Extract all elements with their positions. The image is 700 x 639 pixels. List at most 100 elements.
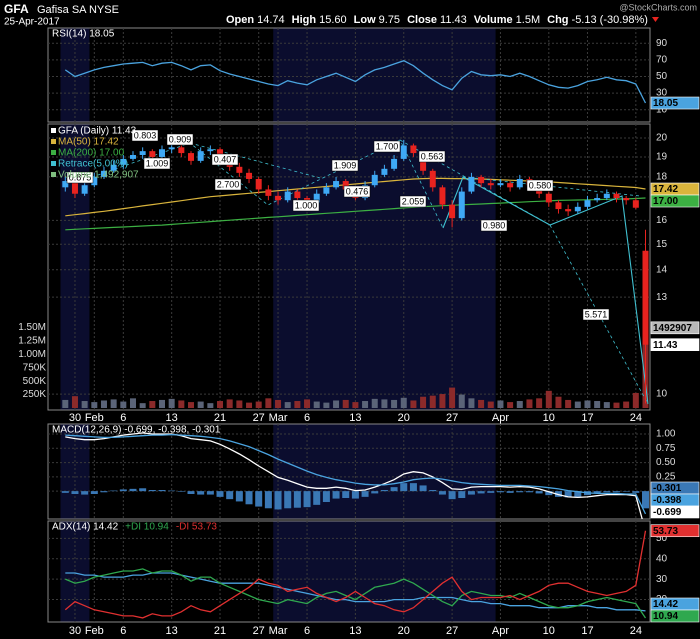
x-tick-label: 6 xyxy=(304,412,310,424)
histogram-bar xyxy=(206,491,214,495)
x-tick-label: 10 xyxy=(543,625,555,637)
x-tick-label: 10 xyxy=(543,412,555,424)
volume-bar xyxy=(420,396,427,408)
histogram-bar xyxy=(332,491,340,499)
value-tag-label: 14.42 xyxy=(653,599,678,610)
quote-value: 1.5M xyxy=(516,14,540,26)
candle-body xyxy=(391,158,398,169)
y-tick-label: 30 xyxy=(656,88,668,99)
volume-bar xyxy=(410,400,417,408)
symbol: GFA xyxy=(4,2,29,16)
histogram-bar xyxy=(177,491,185,492)
volume-bar xyxy=(449,387,456,408)
candle-body xyxy=(71,183,78,194)
legend-entry: RSI(14) 18.05 xyxy=(52,29,115,40)
change-arrow xyxy=(651,17,659,22)
panel-title: MACD(12,26,9) -0.699, -0.398, -0.301 xyxy=(52,425,221,436)
y-tick-label: 14 xyxy=(656,264,668,275)
retrace-label-box xyxy=(480,219,508,232)
x-tick-label: 6 xyxy=(120,625,126,637)
candle-body xyxy=(62,181,69,188)
y-tick-label: 50 xyxy=(656,533,668,544)
candle-body xyxy=(100,170,107,177)
retrace-label-box xyxy=(214,178,242,191)
candle-body xyxy=(623,198,630,201)
volume-bar xyxy=(439,394,446,408)
histogram-bar xyxy=(90,491,98,494)
x-tick-label: Feb xyxy=(85,412,104,424)
histogram-bar xyxy=(642,491,649,509)
volume-bar xyxy=(603,402,610,408)
x-tick-label: Mar xyxy=(269,412,288,424)
volume-bar xyxy=(178,400,185,408)
value-tag xyxy=(650,321,700,335)
value-tag-label: 11.43 xyxy=(653,340,678,351)
candle-body xyxy=(236,166,243,173)
value-tag xyxy=(650,96,700,110)
panel-plot xyxy=(64,530,647,619)
volume-bar xyxy=(458,394,465,408)
histogram-bar xyxy=(61,491,69,493)
y-tick-label: 1.00 xyxy=(656,429,676,440)
quote-value: 15.60 xyxy=(319,14,347,26)
volume-bar xyxy=(71,396,78,408)
value-tag xyxy=(650,524,700,538)
legend-entry: Volume 1,492,907 xyxy=(58,170,139,181)
y-tick-label: 10 xyxy=(656,104,668,115)
histogram-bar xyxy=(226,491,234,500)
volume-bar xyxy=(362,401,369,408)
candle-body xyxy=(400,145,407,159)
quote-label: Chg xyxy=(547,14,568,26)
volume-bar xyxy=(497,400,504,408)
volume-tick-label: 1.00M xyxy=(18,349,46,360)
legend-swatch xyxy=(51,128,56,133)
candle-body xyxy=(555,202,562,210)
volume-bar xyxy=(265,398,272,408)
histogram-bar xyxy=(390,487,398,492)
x-tick-label: 6 xyxy=(120,412,126,424)
candle-body xyxy=(632,200,639,208)
candle-body xyxy=(313,193,320,203)
candle-body xyxy=(507,183,514,188)
volume-bar xyxy=(62,399,69,408)
volume-bar xyxy=(236,400,243,408)
retrace-label-box xyxy=(131,129,159,142)
histogram-bar xyxy=(448,491,456,500)
legend-entry: MA(50) 17.42 xyxy=(58,137,119,148)
histogram-bar xyxy=(284,491,292,509)
histogram-bar xyxy=(110,490,118,492)
x-tick-label: 20 xyxy=(398,625,410,637)
retrace-label: 1.909 xyxy=(334,160,357,170)
x-tick-label: 24 xyxy=(630,625,642,637)
quote-line: Open 14.74 High 15.60 Low 9.75 Close 11.43 Volum… xyxy=(226,14,648,26)
histogram-bar xyxy=(158,490,166,492)
y-tick-label: 20 xyxy=(656,133,668,144)
candle-body xyxy=(265,189,272,196)
candle-body xyxy=(429,170,436,188)
histogram-bar xyxy=(516,491,524,493)
quote-value: 14.74 xyxy=(257,14,285,26)
x-tick-label: 30 xyxy=(69,412,81,424)
candle-body xyxy=(207,149,214,152)
quote-label: Volume xyxy=(474,14,513,26)
retrace-label: 0.407 xyxy=(214,154,237,164)
histogram-bar xyxy=(361,491,369,497)
candle-body xyxy=(468,176,475,192)
volume-bar xyxy=(516,401,523,408)
candle-body xyxy=(255,178,262,190)
candle-body xyxy=(458,191,465,219)
x-tick-label: Feb xyxy=(85,625,104,637)
candle-body xyxy=(284,191,291,201)
legend-entry: ADX(14) 14.42 xyxy=(52,522,119,533)
retrace-label-box xyxy=(143,157,171,170)
retrace-label-box xyxy=(399,195,427,208)
candle-body xyxy=(642,250,649,345)
y-tick-label: 0.50 xyxy=(656,457,676,468)
volume-bar xyxy=(352,402,359,408)
retrace-label: 0.563 xyxy=(421,151,444,161)
histogram-bar xyxy=(622,491,630,492)
volume-bar xyxy=(400,397,407,408)
histogram-bar xyxy=(148,490,156,492)
retrace-label-box xyxy=(343,185,371,198)
